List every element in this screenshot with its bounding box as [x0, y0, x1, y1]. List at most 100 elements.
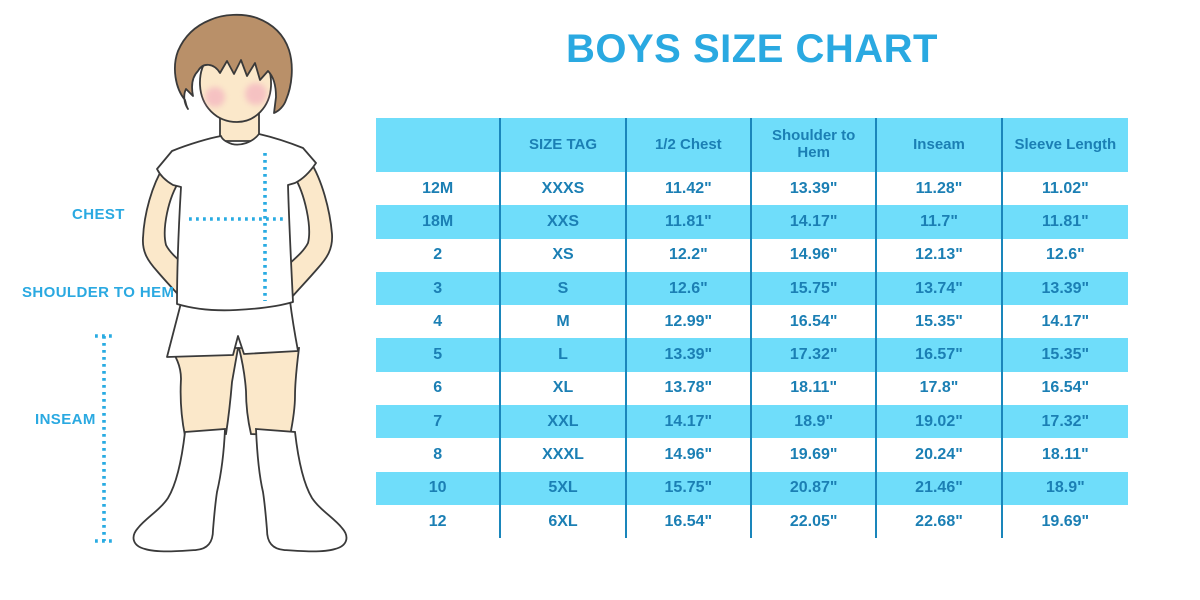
table-cell: XS: [501, 238, 627, 272]
table-row: 2 XS 12.2" 14.96" 12.13" 12.6": [376, 238, 1128, 272]
table-cell: 11.81": [627, 205, 752, 239]
size-table: SIZE TAG 1/2 Chest Shoulder to Hem Insea…: [376, 118, 1128, 539]
column-header: Shoulder to Hem: [752, 118, 878, 172]
table-cell: 13.39": [627, 338, 752, 372]
table-cell: XL: [501, 371, 627, 406]
table-header-row: SIZE TAG 1/2 Chest Shoulder to Hem Insea…: [376, 118, 1128, 172]
table-cell: 19.69": [752, 438, 878, 472]
table-cell: 13.39": [752, 172, 878, 206]
table-cell: S: [501, 271, 627, 306]
chest-label: CHEST: [72, 206, 125, 223]
table-cell: 12.6": [627, 271, 752, 306]
shirt-shape: [156, 133, 317, 312]
table-cell: 12: [376, 504, 502, 539]
table-cell: 11.7": [877, 205, 1003, 239]
shorts-shape: [166, 300, 299, 358]
table-cell: 12M: [376, 172, 502, 206]
table-cell: 16.54": [1041, 379, 1090, 397]
table-cell: 11.81": [1041, 212, 1089, 230]
table-cell: 18.11": [752, 371, 878, 406]
table-cell: 3: [376, 271, 502, 306]
blush-left-icon: [205, 87, 225, 107]
table-cell: 5XL: [501, 471, 627, 505]
table-cell: 21.46": [877, 471, 1003, 505]
table-cell: 7: [376, 405, 502, 439]
table-cell: L: [501, 338, 627, 372]
right-arm-shape: [264, 159, 333, 305]
table-cell: XXL: [501, 405, 627, 439]
table-cell: 20.87": [752, 471, 878, 505]
table-cell: 14.17": [752, 205, 878, 239]
table-cell: 15.35": [1041, 346, 1090, 364]
left-leg-shape: [168, 347, 240, 437]
table-cell: 11.42": [627, 172, 752, 206]
table-cell: XXXS: [501, 172, 627, 206]
table-row: 5 L 13.39" 17.32" 16.57" 15.35": [376, 338, 1128, 372]
table-cell: 20.24": [877, 438, 1003, 472]
table-cell: 4: [376, 305, 502, 339]
blush-right-icon: [245, 83, 267, 105]
left-sock-shape: [132, 428, 226, 553]
table-row: 7 XXL 14.17" 18.9" 19.02" 17.32": [376, 405, 1128, 439]
shoulder-to-hem-label: SHOULDER TO HEM: [22, 284, 175, 301]
table-cell: 17.32": [752, 338, 878, 372]
table-cell: 22.05": [752, 504, 878, 539]
table-cell: 10: [376, 471, 502, 505]
table-cell: 22.68": [877, 504, 1003, 539]
table-cell: 13.39": [1041, 279, 1090, 297]
table-row: 6 XL 13.78" 18.11" 17.8" 16.54": [376, 371, 1128, 406]
table-cell: 14.17": [1041, 312, 1090, 330]
hair-shape: [174, 13, 293, 114]
table-cell: 17.8": [877, 371, 1003, 406]
table-cell: 14.96": [752, 238, 878, 272]
column-header: 1/2 Chest: [627, 118, 752, 172]
measurement-figure: CHEST SHOULDER TO HEM INSEAM: [0, 0, 375, 600]
table-row: 3 S 12.6" 15.75" 13.74" 13.39": [376, 271, 1128, 306]
table-row: 12M XXXS 11.42" 13.39" 11.28" 11.02": [376, 172, 1128, 206]
table-cell: 15.75": [752, 271, 878, 306]
table-cell: 16.57": [877, 338, 1003, 372]
column-header: Sleeve Length: [1014, 135, 1117, 153]
table-row: 8 XXXL 14.96" 19.69" 20.24" 18.11": [376, 438, 1128, 472]
table-cell: 12.6": [1045, 246, 1085, 264]
table-cell: 12.2": [627, 238, 752, 272]
table-cell: XXXL: [501, 438, 627, 472]
table-cell: 18.11": [1041, 446, 1089, 464]
table-row: 12 6XL 16.54" 22.05" 22.68" 19.69": [376, 504, 1128, 539]
table-row: 18M XXS 11.81" 14.17" 11.7" 11.81": [376, 205, 1128, 239]
column-header: Inseam: [877, 118, 1003, 172]
table-cell: 15.35": [877, 305, 1003, 339]
table-cell: 18M: [376, 205, 502, 239]
table-row: 4 M 12.99" 16.54" 15.35" 14.17": [376, 305, 1128, 339]
table-cell: 12.99": [627, 305, 752, 339]
table-cell: 18.9": [1045, 479, 1085, 497]
table-cell: 18.9": [752, 405, 878, 439]
table-row: 10 5XL 15.75" 20.87" 21.46" 18.9": [376, 471, 1128, 505]
page-title: BOYS SIZE CHART: [566, 27, 938, 71]
table-cell: 8: [376, 438, 502, 472]
table-cell: 17.32": [1041, 412, 1090, 430]
table-cell: 11.02": [1041, 179, 1089, 197]
boy-illustration: [95, 13, 348, 553]
table-cell: 14.17": [627, 405, 752, 439]
table-cell: 16.54": [752, 305, 878, 339]
table-cell: 19.69": [1041, 512, 1090, 530]
table-cell: 13.78": [627, 371, 752, 406]
table-cell: 6XL: [501, 504, 627, 539]
table-cell: 13.74": [877, 271, 1003, 306]
table-cell: 6: [376, 371, 502, 406]
table-cell: 12.13": [877, 238, 1003, 272]
table-cell: 15.75": [627, 471, 752, 505]
table-cell: 2: [376, 238, 502, 272]
right-leg-shape: [237, 347, 301, 437]
table-cell: 11.28": [877, 172, 1003, 206]
table-cell: 16.54": [627, 504, 752, 539]
table-cell: 14.96": [627, 438, 752, 472]
table-cell: 5: [376, 338, 502, 372]
table-cell: XXS: [501, 205, 627, 239]
inseam-measure-line: [95, 334, 115, 543]
table-cell: M: [501, 305, 627, 339]
column-header: SIZE TAG: [501, 118, 627, 172]
column-header: [376, 118, 502, 172]
